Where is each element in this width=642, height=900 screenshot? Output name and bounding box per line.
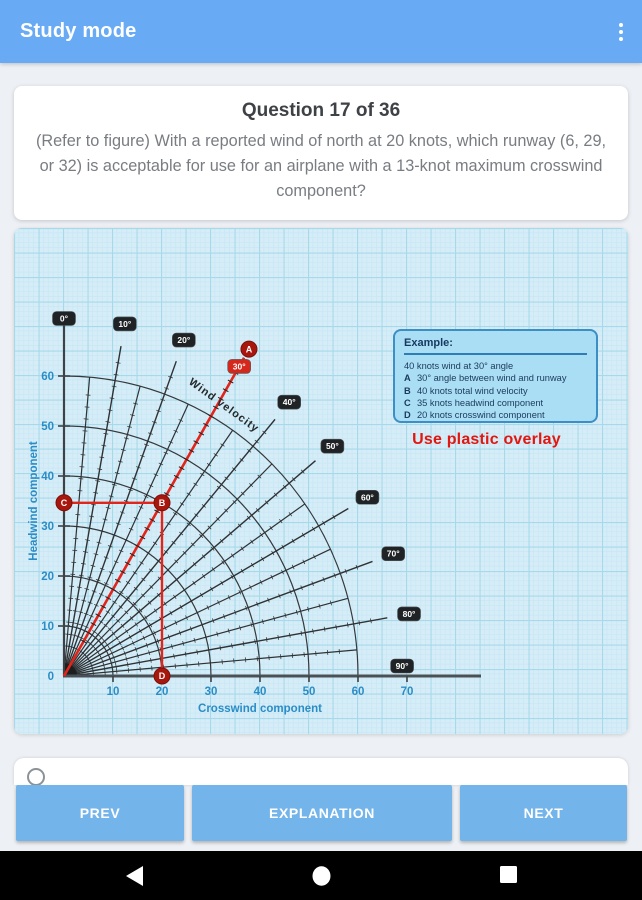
example-box: Example: 40 knots wind at 30° angle A 30°… xyxy=(393,329,598,423)
y-axis-ticks: 0 10 20 30 40 50 60 Headwind component xyxy=(28,371,70,683)
svg-text:60: 60 xyxy=(41,371,54,383)
svg-text:D: D xyxy=(159,671,166,681)
svg-text:70: 70 xyxy=(401,686,414,698)
example-overlay-points: A B C D xyxy=(55,340,258,685)
kebab-menu-icon[interactable] xyxy=(618,23,624,41)
svg-text:40: 40 xyxy=(254,686,267,698)
svg-text:80°: 80° xyxy=(403,609,416,619)
svg-text:30°: 30° xyxy=(233,361,246,371)
example-overlay-lines xyxy=(62,357,246,677)
example-item: B 40 knots total wind velocity xyxy=(404,385,528,396)
question-text: (Refer to figure) With a reported wind o… xyxy=(35,132,607,200)
svg-text:20: 20 xyxy=(156,686,169,698)
svg-text:10: 10 xyxy=(41,621,54,633)
example-item: A 30° angle between wind and runway xyxy=(404,373,567,384)
page-title: Study mode xyxy=(20,20,137,42)
explanation-button[interactable]: EXPLANATION xyxy=(192,785,452,841)
example-intro: 40 knots wind at 30° angle xyxy=(404,361,514,371)
footer-button-bar: PREV EXPLANATION NEXT xyxy=(16,785,627,841)
question-card: Question 17 of 36 (Refer to figure) With… xyxy=(14,86,628,221)
svg-text:30: 30 xyxy=(41,521,54,533)
svg-text:20: 20 xyxy=(41,571,54,583)
back-icon[interactable] xyxy=(126,866,143,886)
svg-text:10: 10 xyxy=(107,686,120,698)
svg-text:50: 50 xyxy=(41,421,54,433)
svg-text:0°: 0° xyxy=(60,314,69,324)
svg-text:10°: 10° xyxy=(118,319,131,329)
y-axis-title: Headwind component xyxy=(28,441,40,561)
android-nav-bar xyxy=(0,851,642,900)
angle-badges: 0° 10° 20° 30° 40° 50° 60° 70° 80° 90° xyxy=(52,311,421,674)
svg-text:30: 30 xyxy=(205,686,218,698)
home-icon[interactable] xyxy=(312,866,331,886)
svg-text:60: 60 xyxy=(352,686,365,698)
chart-card: 0 10 20 30 40 50 60 Headwind component 10 20 30 40 5… xyxy=(14,228,628,734)
next-button[interactable]: NEXT xyxy=(460,785,627,841)
svg-text:50°: 50° xyxy=(326,441,339,451)
svg-text:20°: 20° xyxy=(177,335,190,345)
use-plastic-overlay-note: Use plastic overlay xyxy=(412,431,561,448)
svg-text:0: 0 xyxy=(48,671,54,683)
svg-text:C: C xyxy=(61,498,68,508)
svg-text:90°: 90° xyxy=(396,661,409,671)
example-divider xyxy=(404,353,587,355)
recents-icon[interactable] xyxy=(500,866,518,884)
svg-text:B: B xyxy=(159,498,166,508)
svg-text:50: 50 xyxy=(303,686,316,698)
x-axis-ticks: 10 20 30 40 50 60 70 Crosswind component xyxy=(107,676,414,715)
chart-grid xyxy=(14,228,628,734)
example-title: Example: xyxy=(404,337,453,349)
prev-button[interactable]: PREV xyxy=(16,785,184,841)
answer-card xyxy=(14,758,628,785)
question-number: Question 17 of 36 xyxy=(241,100,401,121)
angle-lines xyxy=(63,345,388,677)
app-bar: Study mode xyxy=(0,0,642,63)
wind-component-chart: 0 10 20 30 40 50 60 Headwind component 10 20 30 40 5… xyxy=(14,228,628,734)
x-axis-title: Crosswind component xyxy=(198,703,322,715)
svg-text:40: 40 xyxy=(41,471,54,483)
example-item: C 35 knots headwind component xyxy=(404,397,544,408)
svg-text:60°: 60° xyxy=(361,492,374,502)
svg-text:40°: 40° xyxy=(283,397,296,407)
radio-button-icon[interactable] xyxy=(27,768,45,785)
svg-text:70°: 70° xyxy=(387,549,400,559)
svg-text:A: A xyxy=(246,344,253,354)
example-item: D 20 knots crosswind component xyxy=(404,410,545,421)
